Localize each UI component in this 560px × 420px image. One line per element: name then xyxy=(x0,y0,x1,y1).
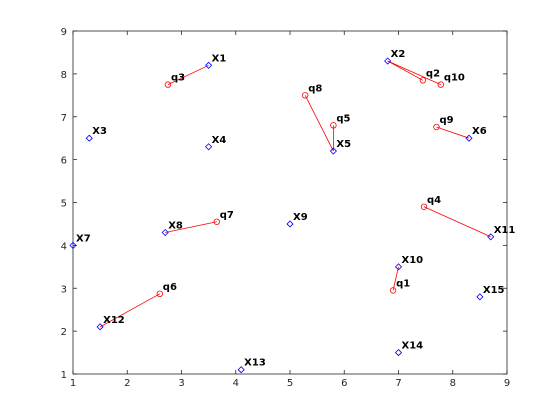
y-tick-label: 5 xyxy=(61,199,67,210)
point xyxy=(420,203,428,210)
x-tick-label: 8 xyxy=(450,378,456,389)
x-tick-label: 3 xyxy=(178,378,184,389)
point-label: X11 xyxy=(494,225,516,236)
point-label: X10 xyxy=(402,255,424,266)
point xyxy=(487,233,495,241)
point-label: q9 xyxy=(439,115,453,126)
point xyxy=(465,134,473,142)
point xyxy=(286,220,294,228)
point-label: q5 xyxy=(336,113,350,124)
point-label: X13 xyxy=(244,358,266,369)
x-tick-label: 9 xyxy=(504,378,510,389)
point xyxy=(389,287,397,294)
point-label: q1 xyxy=(396,278,410,289)
point-label: X7 xyxy=(76,233,91,244)
y-tick-label: 1 xyxy=(61,370,67,381)
point xyxy=(329,147,337,155)
x-tick-label: 1 xyxy=(70,378,76,389)
point-label: X8 xyxy=(168,221,183,232)
point xyxy=(394,263,403,271)
y-tick-label: 3 xyxy=(61,284,67,295)
x-tick-label: 4 xyxy=(233,378,239,389)
point xyxy=(476,293,484,301)
point xyxy=(419,77,427,84)
link xyxy=(387,60,441,85)
point-label: X5 xyxy=(336,139,351,150)
point xyxy=(394,348,403,357)
point-label: X12 xyxy=(103,315,125,326)
x-tick-label: 2 xyxy=(124,378,130,389)
point xyxy=(433,123,440,131)
link xyxy=(392,266,399,291)
point-label: X1 xyxy=(212,53,227,64)
point xyxy=(205,143,213,151)
link xyxy=(387,60,424,81)
link xyxy=(436,126,470,139)
point-label: X9 xyxy=(293,212,308,223)
link xyxy=(423,206,491,238)
point-label: q8 xyxy=(308,83,322,94)
link xyxy=(165,221,217,233)
point xyxy=(213,218,220,225)
y-tick-label: 7 xyxy=(61,113,67,124)
y-tick-label: 8 xyxy=(61,70,67,81)
point-label: q6 xyxy=(163,282,177,293)
plot-area xyxy=(72,30,508,375)
point-label: X14 xyxy=(402,341,424,352)
point-label: q7 xyxy=(220,210,234,221)
point xyxy=(156,290,163,298)
links xyxy=(99,60,491,328)
point xyxy=(85,134,93,142)
point-label: q2 xyxy=(426,68,440,79)
point-label: q10 xyxy=(444,73,465,84)
link xyxy=(167,64,209,85)
x-tick-label: 5 xyxy=(287,378,293,389)
point xyxy=(96,323,104,331)
point xyxy=(237,366,245,374)
point xyxy=(437,81,445,88)
point xyxy=(384,57,392,65)
x-tick-label: 7 xyxy=(395,378,401,389)
point-label: q4 xyxy=(427,195,441,206)
point-label: X15 xyxy=(483,285,505,296)
point xyxy=(164,81,172,88)
point-label: X2 xyxy=(391,49,406,60)
point xyxy=(161,228,169,237)
point-label: q3 xyxy=(171,73,185,84)
point xyxy=(301,92,309,99)
y-tick-label: 9 xyxy=(61,27,67,38)
point-label: X4 xyxy=(212,135,227,146)
link xyxy=(99,293,160,328)
y-tick-label: 6 xyxy=(61,156,67,167)
x-tick-label: 6 xyxy=(341,378,347,389)
point xyxy=(205,61,213,69)
point-label: X3 xyxy=(92,126,107,137)
point xyxy=(69,241,77,249)
y-tick-label: 4 xyxy=(61,241,67,252)
link xyxy=(304,95,334,152)
point xyxy=(330,122,337,129)
y-tick-label: 2 xyxy=(61,327,67,338)
point-label: X6 xyxy=(472,126,487,137)
